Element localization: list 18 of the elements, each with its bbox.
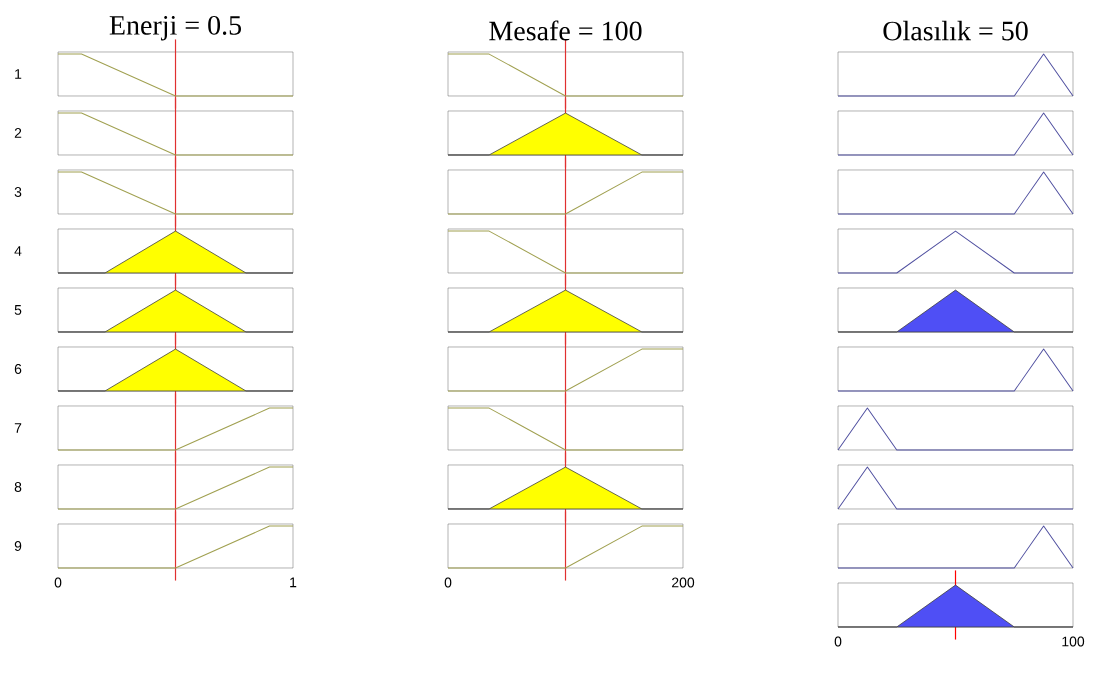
x-tick-label: 200	[672, 577, 695, 588]
y-axis-title: 8	[14, 482, 22, 492]
y-axis-title: 6	[14, 364, 22, 374]
y-axis-title: 7	[14, 423, 22, 433]
chart-title: Enerji = 0.5	[109, 15, 242, 41]
y-axis-title: 3	[14, 187, 22, 197]
chart-title: Mesafe = 100	[489, 20, 642, 41]
chart-title: Olasılık = 50	[883, 20, 1028, 41]
y-axis-title: 2	[14, 128, 22, 138]
x-tick-label: 0	[834, 636, 842, 647]
x-tick-label: 1	[290, 577, 297, 588]
x-tick-label: 100	[1062, 636, 1085, 647]
x-tick-label: 0	[54, 577, 62, 588]
y-axis-title: 9	[14, 541, 22, 551]
y-axis-title: 1	[15, 69, 22, 79]
y-axis-title: 5	[14, 305, 22, 315]
y-axis-title: 4	[14, 246, 22, 256]
x-tick-label: 0	[444, 577, 452, 588]
